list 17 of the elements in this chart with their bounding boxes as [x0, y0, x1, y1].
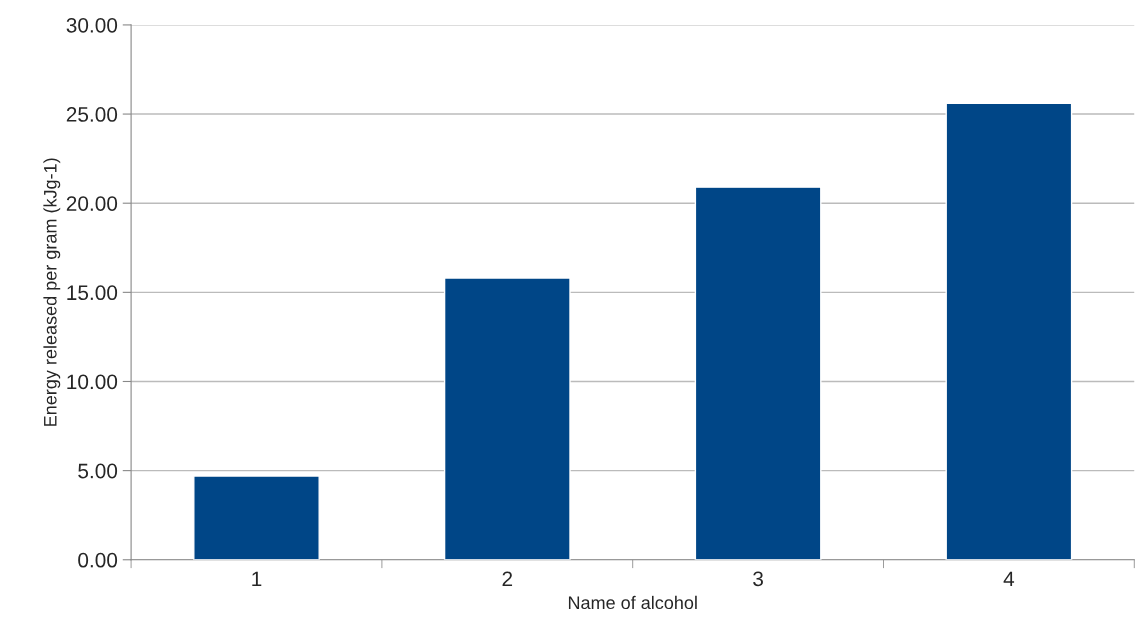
y-tick-label: 5.00: [78, 463, 118, 479]
x-tick-label: 1: [252, 571, 262, 586]
x-axis-title: Name of alcohol: [568, 595, 697, 610]
y-axis-title: Energy released per gram (kJg-1): [43, 158, 61, 426]
y-tick-label: 0.00: [78, 552, 118, 568]
x-tick-label: 2: [502, 571, 513, 586]
x-tick-label: 3: [753, 571, 763, 587]
y-tick-label: 30.00: [66, 17, 118, 33]
y-tick-label: 25.00: [66, 107, 118, 122]
bar: [443, 277, 571, 560]
y-tick-label: 10.00: [67, 374, 118, 390]
bar: [945, 102, 1073, 560]
x-tick-label: 4: [1003, 571, 1015, 586]
bar: [193, 475, 320, 560]
y-tick-label: 20.00: [66, 196, 118, 211]
bar: [694, 186, 822, 560]
y-tick-label: 15.00: [67, 285, 118, 301]
